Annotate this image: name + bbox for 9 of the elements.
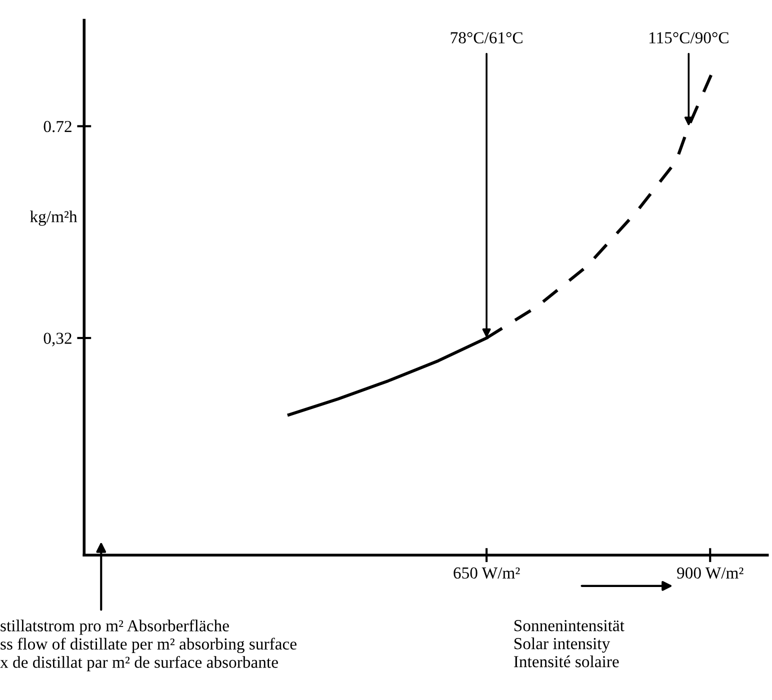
x-tick-label: 900 W/m²: [677, 567, 744, 579]
y-tick-label: 0.72: [44, 120, 72, 132]
y-tick-label: 0,32: [44, 332, 72, 346]
y-axis-title: kg/m²h: [30, 210, 78, 226]
annotation: 115°C/90°C: [650, 32, 728, 44]
x-axis-title: Sonnenintensität Solar intensity Intensité solaire: [514, 620, 624, 668]
text: stillatstrom pro m² Absorberfläche ss flow of distillate per m² absorbing surface x de distillat par m² de surface absorbante: [0, 620, 296, 672]
x-tick-label: 650 W/m²: [454, 567, 520, 579]
annotation: 78°C/61°C: [450, 32, 522, 44]
